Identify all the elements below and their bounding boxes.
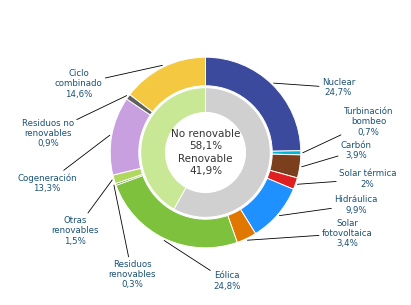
Wedge shape	[130, 57, 206, 112]
Text: No renovable
58,1%: No renovable 58,1%	[171, 129, 240, 151]
Wedge shape	[228, 209, 256, 242]
Text: Otras
renovables
1,5%: Otras renovables 1,5%	[51, 180, 112, 246]
Wedge shape	[113, 168, 143, 184]
Wedge shape	[272, 151, 301, 155]
Wedge shape	[174, 88, 270, 217]
Circle shape	[166, 113, 245, 192]
Wedge shape	[115, 174, 143, 185]
Text: Carbón
3,9%: Carbón 3,9%	[302, 141, 372, 167]
Text: Eólica
24,8%: Eólica 24,8%	[164, 240, 240, 291]
Text: Hidráulica
9,9%: Hidráulica 9,9%	[279, 195, 378, 216]
Wedge shape	[116, 175, 237, 248]
Wedge shape	[110, 99, 150, 175]
Wedge shape	[127, 95, 152, 115]
Wedge shape	[240, 178, 293, 234]
Text: Residuos
renovables
0,3%: Residuos renovables 0,3%	[109, 185, 156, 289]
Text: Residuos no
renovables
0,9%: Residuos no renovables 0,9%	[22, 95, 127, 148]
Text: Cogeneración
13,3%: Cogeneración 13,3%	[17, 135, 110, 193]
Text: Turbinación
bombeo
0,7%: Turbinación bombeo 0,7%	[303, 107, 393, 153]
Wedge shape	[141, 88, 206, 209]
Wedge shape	[270, 154, 301, 178]
Text: Ciclo
combinado
14,6%: Ciclo combinado 14,6%	[55, 65, 162, 99]
Text: Solar térmica
2%: Solar térmica 2%	[298, 170, 397, 189]
Wedge shape	[206, 57, 301, 151]
Text: Solar
fotovoltaica
3,4%: Solar fotovoltaica 3,4%	[247, 219, 372, 248]
Text: Nuclear
24,7%: Nuclear 24,7%	[274, 78, 355, 97]
Wedge shape	[267, 170, 297, 189]
Text: Renovable
41,9%: Renovable 41,9%	[178, 154, 233, 176]
